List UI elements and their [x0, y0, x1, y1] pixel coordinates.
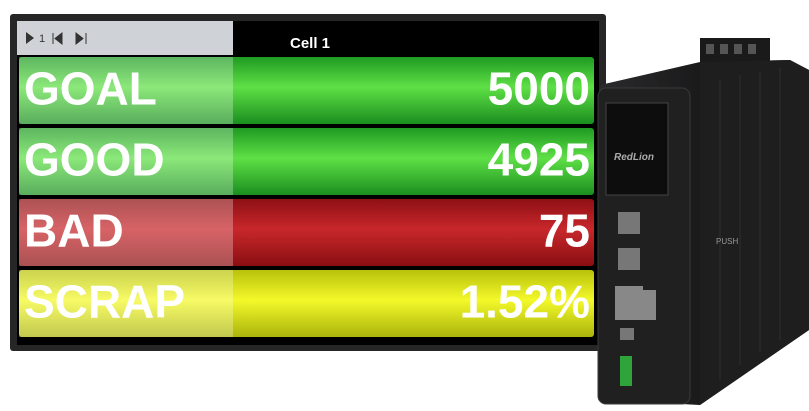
row-value: 75: [539, 205, 590, 257]
device-brand: RedLion: [614, 152, 654, 163]
pager: 1: [39, 33, 45, 45]
device-button-label: PUSH: [716, 237, 738, 246]
screenshot: 1 Cell 1 GOAL 5000 GOOD 4925 BAD 75 SCRAP 1.52%…: [0, 0, 809, 411]
row-label: BAD: [24, 205, 124, 257]
row-label: SCRAP: [24, 276, 185, 328]
screen-title: Cell 1: [290, 35, 330, 52]
row-value: 1.52%: [460, 276, 590, 328]
toolbar: [17, 21, 233, 55]
row-value: 4925: [488, 134, 590, 186]
device: [598, 38, 809, 405]
row-label: GOOD: [24, 134, 165, 186]
row-value: 5000: [488, 63, 590, 115]
row-label: GOAL: [24, 63, 157, 115]
